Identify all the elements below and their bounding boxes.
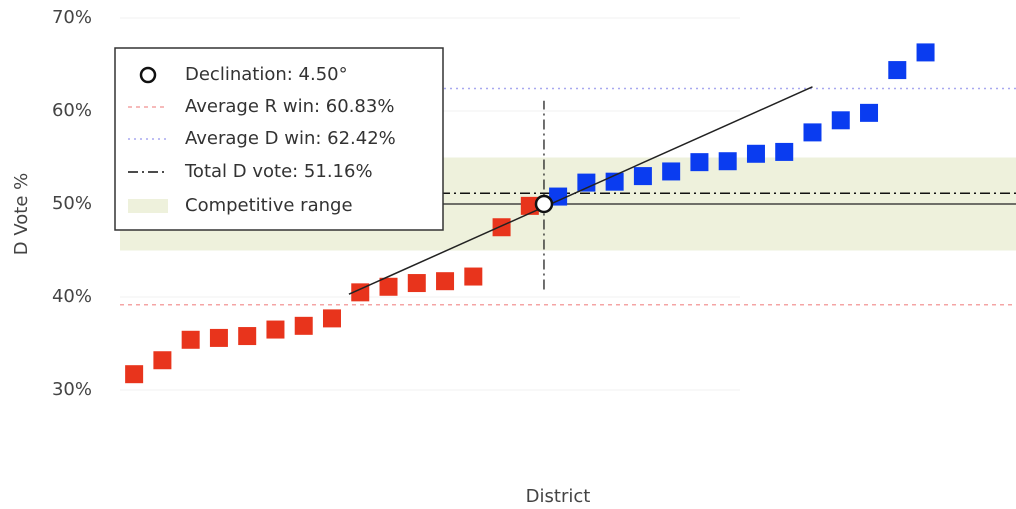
legend: Declination: 4.50° Average R win: 60.83% A… [114, 47, 444, 231]
point [888, 61, 907, 80]
point [577, 173, 596, 192]
point [125, 365, 144, 384]
point [322, 309, 341, 328]
point [549, 187, 568, 206]
legend-label: Average D win: 62.42% [185, 128, 396, 149]
declination-line [348, 86, 813, 295]
point [831, 111, 850, 130]
point [860, 103, 879, 122]
point [492, 218, 511, 237]
point [690, 153, 709, 172]
legend-marker [139, 66, 157, 84]
y-tick-label: 50% [52, 193, 92, 214]
point [379, 277, 398, 296]
point [266, 320, 285, 339]
point [181, 330, 200, 349]
x-axis-label: District [526, 486, 591, 507]
point [662, 162, 681, 181]
legend-label: Declination: 4.50° [185, 64, 348, 85]
y-tick-label: 40% [52, 286, 92, 307]
point [520, 196, 539, 215]
y-axis-label: D Vote % [11, 173, 32, 255]
legend-label: Average R win: 60.83% [185, 96, 394, 117]
point [633, 167, 652, 186]
point [803, 123, 822, 142]
point [775, 142, 794, 161]
point [407, 274, 426, 293]
legend-swatch [128, 199, 168, 213]
point [238, 327, 257, 346]
legend-box [114, 47, 444, 231]
declination-point [534, 194, 554, 214]
y-tick-label: 30% [52, 379, 92, 400]
legend-label: Total D vote: 51.16% [184, 161, 373, 182]
point [718, 152, 737, 171]
y-tick-label: 70% [52, 7, 92, 28]
point [294, 316, 313, 335]
point [209, 328, 228, 347]
point [464, 267, 483, 286]
point [746, 144, 765, 163]
y-tick-label: 60% [52, 100, 92, 121]
legend-label: Competitive range [185, 195, 353, 216]
point [436, 272, 455, 291]
point [153, 351, 172, 370]
point [916, 43, 935, 62]
